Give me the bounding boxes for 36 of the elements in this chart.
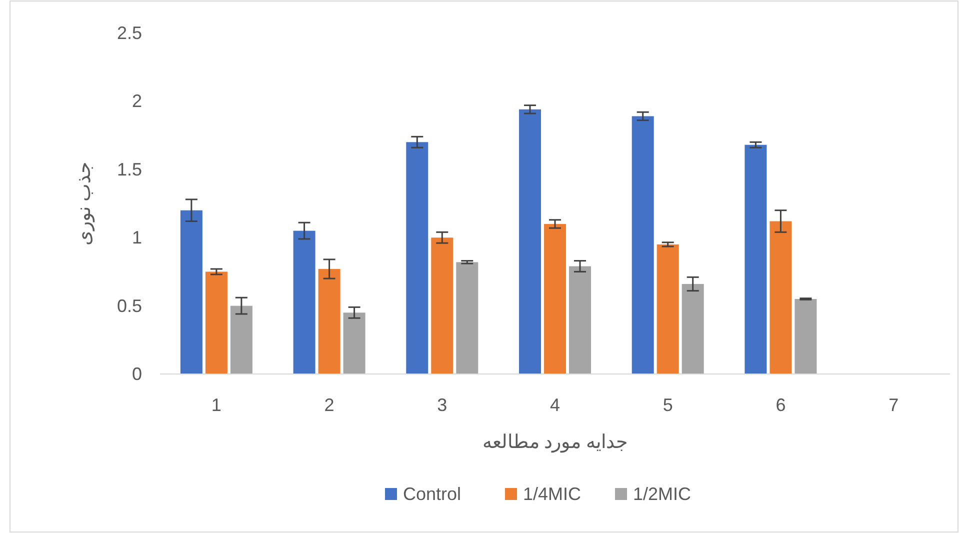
y-tick-label: 0 (132, 364, 142, 384)
bar (682, 284, 704, 374)
bar (794, 298, 817, 374)
bar (406, 142, 428, 374)
y-tick-label: 1 (132, 228, 142, 248)
legend-label: 1/4MIC (523, 484, 582, 504)
x-tick-label: 2 (324, 395, 334, 415)
bar (770, 221, 792, 374)
y-axis-title: جذب نوری (74, 162, 95, 246)
y-tick-label: 2 (132, 91, 142, 112)
bar (180, 210, 202, 374)
bar (632, 116, 654, 374)
bar (293, 230, 316, 374)
legend-label: Control (403, 484, 462, 504)
y-tick-label: 2.5 (116, 23, 142, 43)
bar (205, 272, 228, 374)
x-tick-label: 6 (776, 395, 786, 415)
x-tick-label: 5 (662, 395, 673, 415)
y-tick-label: 0.5 (116, 296, 142, 316)
x-tick-label: 3 (437, 395, 448, 415)
bar (569, 266, 591, 374)
bar (544, 224, 566, 374)
x-tick-label: 4 (550, 395, 560, 415)
bar (519, 109, 541, 374)
bar (431, 238, 454, 374)
legend-label: 1/2MIC (633, 484, 692, 504)
x-axis-title: جدایه مورد مطالعه (482, 432, 628, 453)
bar (744, 144, 767, 374)
x-tick-label: 1 (211, 395, 222, 415)
y-tick-label: 1.5 (116, 159, 142, 180)
x-tick-label: 7 (888, 395, 899, 415)
bar (343, 312, 366, 374)
bar (318, 268, 340, 374)
bar (656, 244, 679, 374)
bar (456, 262, 478, 374)
bar (230, 306, 252, 374)
